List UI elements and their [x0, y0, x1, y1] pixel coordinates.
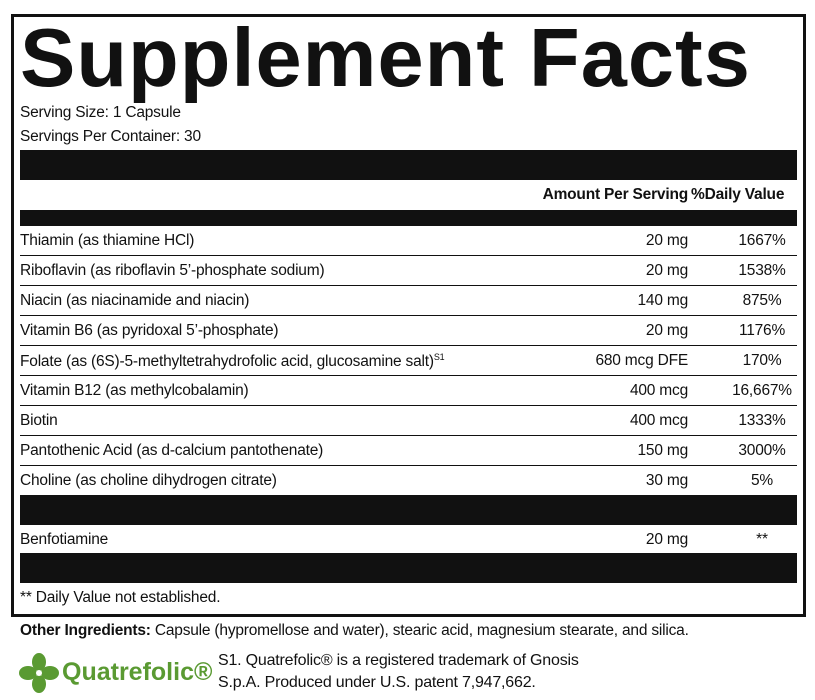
dv-cell: 1667%: [738, 232, 786, 249]
row: Riboflavin (as riboflavin 5’-phosphate s…: [20, 256, 797, 286]
amount-cell: 20 mg: [645, 322, 688, 339]
logo-icon: [19, 653, 59, 693]
trademark-line: S1. Quatrefolic® is a registered tradema…: [218, 652, 579, 669]
row: Vitamin B12 (as methylcobalamin) 400 mcg 1…: [20, 376, 797, 406]
trademark-line: S.p.A. Produced under U.S. patent 7,947,…: [218, 674, 536, 691]
row: Thiamin (as thiamine HCl) 20 mg 1667%: [20, 226, 797, 256]
footnote-ref: S1: [433, 352, 445, 362]
ingredient-cell: Vitamin B12 (as methylcobalamin): [20, 382, 249, 400]
ingredient-cell: Niacin (as niacinamide and niacin): [20, 292, 249, 310]
ingredient-cell: Vitamin B6 (as pyridoxal 5’-phosphate): [20, 322, 279, 340]
ingredient-name: Riboflavin (as riboflavin 5’-phosphate s…: [20, 262, 325, 279]
row: Pantothenic Acid (as d-calcium pantothen…: [20, 436, 797, 466]
other-ingredients-text: Capsule (hypromellose and water), steari…: [154, 622, 689, 639]
divider-bar: [20, 553, 797, 583]
row: Niacin (as niacinamide and niacin) 140 mg…: [20, 286, 797, 316]
dv-header: %Daily Value: [691, 186, 785, 203]
dv-cell: 16,667%: [732, 382, 792, 399]
amount-cell: 400 mcg: [629, 382, 688, 399]
amount-cell: 680 mcg DFE: [595, 352, 688, 369]
dv-cell: 875%: [742, 292, 782, 309]
dv-cell: 170%: [742, 352, 782, 369]
ingredient-cell: Biotin: [20, 412, 58, 430]
amount-cell: 20 mg: [645, 262, 688, 279]
amount-cell: 20 mg: [645, 232, 688, 249]
divider-bar: [20, 210, 797, 226]
servings-per-container: Servings Per Container: 30: [20, 128, 201, 145]
amount-cell: 140 mg: [637, 292, 689, 309]
amount-cell: 30 mg: [645, 472, 688, 489]
amount-cell: 150 mg: [637, 442, 689, 459]
other-ingredients-label: Other Ingredients:: [20, 622, 151, 639]
divider-bar: [20, 150, 797, 180]
facts-panel: [11, 14, 806, 617]
divider-bar: [20, 496, 797, 525]
logo-text: Quatrefolic®: [62, 658, 213, 686]
ingredient-cell: Benfotiamine: [20, 531, 108, 549]
ingredient-name: Niacin (as niacinamide and niacin): [20, 292, 250, 309]
ingredient-name: Benfotiamine: [20, 531, 109, 548]
dv-cell: 1538%: [738, 262, 786, 279]
ingredient-name: Vitamin B12 (as methylcobalamin): [20, 382, 249, 399]
title: Supplement Facts: [20, 11, 751, 104]
ingredient-name: Vitamin B6 (as pyridoxal 5’-phosphate): [20, 322, 279, 339]
dv-cell: 1333%: [738, 412, 786, 429]
amount-header: Amount Per Serving: [542, 186, 689, 203]
row: Vitamin B6 (as pyridoxal 5’-phosphate) 20…: [20, 316, 797, 346]
dv-cell: 3000%: [738, 442, 786, 459]
row: Choline (as choline dihydrogen citrate) 3…: [20, 466, 797, 496]
row: Biotin 400 mcg 1333%: [20, 406, 797, 436]
row: Folate (as (6S)-5-methyltetrahydrofolic …: [20, 346, 797, 376]
serving-size: Serving Size: 1 Capsule: [20, 104, 181, 121]
ingredient-name: Choline (as choline dihydrogen citrate): [20, 472, 277, 489]
amount-cell: 400 mcg: [629, 412, 688, 429]
amount-cell: 20 mg: [645, 531, 688, 548]
ingredient-name: Pantothenic Acid (as d-calcium pantothen…: [20, 442, 324, 459]
dv-cell: **: [756, 531, 768, 548]
ingredient-cell: Thiamin (as thiamine HCl): [20, 232, 194, 250]
other-ingredients: Other Ingredients: Capsule (hypromellose…: [20, 622, 689, 640]
dv-cell: 5%: [750, 472, 773, 489]
dv-cell: 1176%: [738, 322, 786, 339]
ingredient-name: Folate (as (6S)-5-methyltetrahydrofolic …: [20, 353, 434, 371]
ingredient-name: Biotin: [20, 412, 58, 429]
ingredient-cell: Choline (as choline dihydrogen citrate): [20, 472, 277, 490]
ingredient-cell: Folate (as (6S)-5-methyltetrahydrofolic …: [20, 352, 445, 371]
ingredient-cell: Riboflavin (as riboflavin 5’-phosphate s…: [20, 262, 325, 280]
footnote: ** Daily Value not established.: [20, 589, 221, 606]
ingredient-cell: Pantothenic Acid (as d-calcium pantothen…: [20, 442, 323, 460]
row: Benfotiamine 20 mg **: [20, 525, 797, 554]
ingredient-name: Thiamin (as thiamine HCl): [20, 232, 195, 249]
